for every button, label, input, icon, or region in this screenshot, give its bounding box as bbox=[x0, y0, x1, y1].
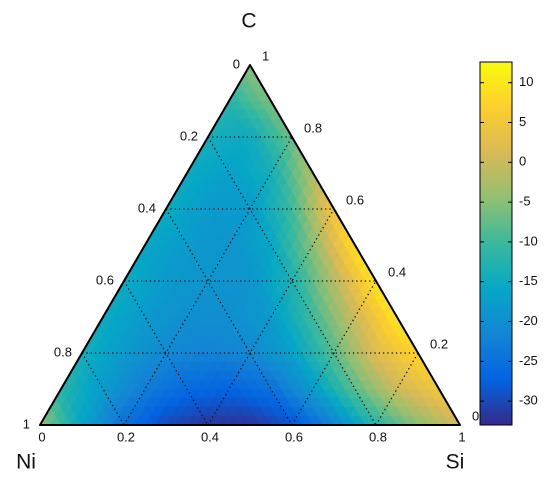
grid bbox=[81, 136, 419, 426]
c-tick-label: 0 bbox=[472, 408, 479, 423]
colorbar-tick-label: 10 bbox=[519, 74, 533, 89]
ni-label: Ni bbox=[16, 451, 36, 474]
si-tick-label: 0.4 bbox=[201, 429, 219, 444]
triangle-frame bbox=[39, 64, 461, 426]
ni-tick-label: 0.2 bbox=[180, 128, 198, 143]
colorbar bbox=[479, 61, 513, 426]
ni-grid-line bbox=[165, 208, 293, 426]
c-tick-label: 1 bbox=[262, 48, 269, 63]
ni-tick-label: 0.8 bbox=[54, 344, 72, 359]
si-grid-line bbox=[207, 208, 335, 426]
c-label: C bbox=[241, 10, 256, 33]
si-tick-label: 0.6 bbox=[285, 429, 303, 444]
colorbar-tick-label: -15 bbox=[519, 273, 538, 288]
ni-tick-label: 0.4 bbox=[138, 200, 156, 215]
colorbar-tick-label: -5 bbox=[519, 194, 531, 209]
colorbar-tick-label: -10 bbox=[519, 233, 538, 248]
c-tick-label: 0.2 bbox=[430, 336, 448, 351]
si-tick-label: 0.2 bbox=[117, 429, 135, 444]
si-tick-label: 0 bbox=[38, 429, 45, 444]
ni-tick-label: 1 bbox=[23, 416, 30, 431]
colorbar-tick-label: 0 bbox=[519, 154, 526, 169]
ni-tick-label: 0 bbox=[233, 56, 240, 71]
si-tick-label: 1 bbox=[458, 429, 465, 444]
ni-tick-label: 0.6 bbox=[96, 272, 114, 287]
si-label: Si bbox=[446, 451, 465, 474]
field bbox=[39, 64, 461, 426]
colorbar-tick-label: -25 bbox=[519, 353, 538, 368]
c-tick-label: 0.8 bbox=[304, 120, 322, 135]
colorbar-tick-label: -30 bbox=[519, 393, 538, 408]
colorbar-tick-label: -20 bbox=[519, 313, 538, 328]
c-tick-label: 0.6 bbox=[346, 192, 364, 207]
c-tick-label: 0.4 bbox=[388, 264, 406, 279]
ni-grid-line bbox=[81, 352, 125, 426]
si-grid-line bbox=[375, 352, 419, 426]
colorbar-tick-label: 5 bbox=[519, 114, 526, 129]
si-tick-label: 0.8 bbox=[369, 429, 387, 444]
